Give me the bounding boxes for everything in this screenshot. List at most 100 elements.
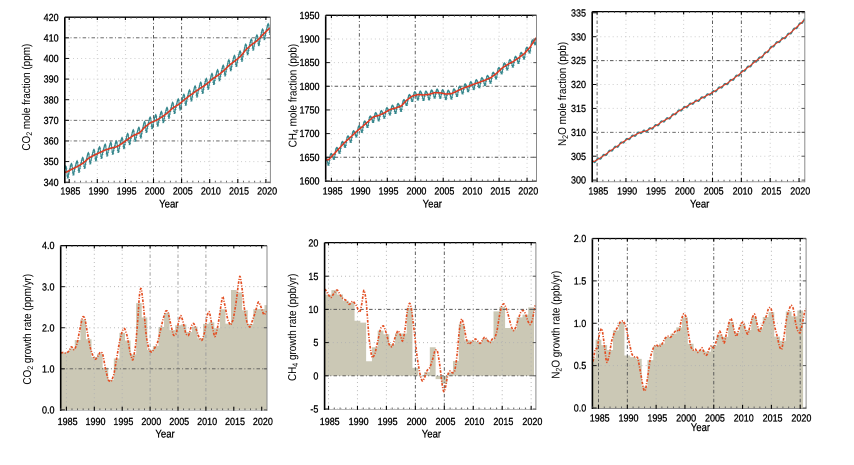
svg-text:360: 360 <box>44 137 59 148</box>
svg-text:310: 310 <box>571 128 586 139</box>
svg-text:2015: 2015 <box>490 187 510 198</box>
svg-text:0: 0 <box>313 371 318 382</box>
svg-text:3.0: 3.0 <box>42 282 55 293</box>
svg-text:4.0: 4.0 <box>42 241 55 252</box>
svg-text:1800: 1800 <box>300 82 320 93</box>
svg-text:15: 15 <box>308 272 318 283</box>
svg-text:2000: 2000 <box>675 187 695 198</box>
svg-text:1985: 1985 <box>590 414 610 425</box>
svg-text:CH4 growth rate (ppb/yr): CH4 growth rate (ppb/yr) <box>287 273 300 381</box>
svg-text:1985: 1985 <box>58 417 78 428</box>
svg-text:1995: 1995 <box>647 414 667 425</box>
svg-text:2000: 2000 <box>407 417 427 428</box>
svg-text:315: 315 <box>571 104 586 115</box>
svg-text:400: 400 <box>44 54 59 65</box>
svg-text:1995: 1995 <box>113 417 133 428</box>
svg-text:2005: 2005 <box>169 417 189 428</box>
svg-text:2005: 2005 <box>704 187 724 198</box>
svg-text:1985: 1985 <box>320 417 340 428</box>
svg-text:2020: 2020 <box>257 187 277 198</box>
svg-text:1750: 1750 <box>300 106 320 117</box>
svg-text:2000: 2000 <box>141 417 161 428</box>
svg-text:2015: 2015 <box>761 187 781 198</box>
svg-text:1990: 1990 <box>351 187 371 198</box>
svg-text:1990: 1990 <box>619 414 639 425</box>
svg-text:2010: 2010 <box>734 414 754 425</box>
svg-text:Year: Year <box>423 198 443 210</box>
svg-text:2.0: 2.0 <box>42 323 55 334</box>
svg-text:2005: 2005 <box>434 187 454 198</box>
svg-text:300: 300 <box>571 176 586 187</box>
svg-text:1950: 1950 <box>300 11 320 22</box>
svg-text:1995: 1995 <box>378 417 398 428</box>
svg-text:1650: 1650 <box>300 153 320 164</box>
svg-text:2015: 2015 <box>229 187 249 198</box>
svg-text:2010: 2010 <box>464 417 484 428</box>
svg-text:0.0: 0.0 <box>574 404 587 415</box>
svg-text:2010: 2010 <box>201 187 221 198</box>
svg-text:390: 390 <box>44 75 59 86</box>
svg-text:2015: 2015 <box>225 417 245 428</box>
svg-text:5: 5 <box>313 338 318 349</box>
svg-text:350: 350 <box>44 157 59 168</box>
svg-text:1600: 1600 <box>300 177 320 188</box>
svg-text:Year: Year <box>159 198 179 210</box>
svg-text:380: 380 <box>44 95 59 106</box>
svg-text:10: 10 <box>308 305 318 316</box>
svg-text:320: 320 <box>571 80 586 91</box>
svg-text:305: 305 <box>571 152 586 163</box>
svg-text:1990: 1990 <box>349 417 369 428</box>
svg-text:2020: 2020 <box>522 417 542 428</box>
svg-text:-5: -5 <box>310 405 318 416</box>
svg-text:325: 325 <box>571 56 586 67</box>
svg-text:2020: 2020 <box>518 187 538 198</box>
svg-text:1985: 1985 <box>588 187 608 198</box>
svg-text:1990: 1990 <box>617 187 637 198</box>
svg-text:1990: 1990 <box>86 417 106 428</box>
svg-text:2005: 2005 <box>705 414 725 425</box>
svg-text:1995: 1995 <box>646 187 666 198</box>
svg-text:2005: 2005 <box>436 417 456 428</box>
svg-text:2020: 2020 <box>790 187 810 198</box>
svg-text:2015: 2015 <box>493 417 513 428</box>
svg-text:CH4 mole fraction (ppb): CH4 mole fraction (ppb) <box>288 44 301 148</box>
svg-text:2010: 2010 <box>733 187 753 198</box>
svg-text:1850: 1850 <box>300 58 320 69</box>
svg-text:N2O growth rate (ppb/yr): N2O growth rate (ppb/yr) <box>551 271 564 379</box>
svg-text:1.0: 1.0 <box>42 364 55 375</box>
svg-text:Year: Year <box>690 198 710 210</box>
svg-text:0.0: 0.0 <box>42 406 55 417</box>
svg-text:0.5: 0.5 <box>574 361 587 372</box>
svg-text:Year: Year <box>155 428 175 440</box>
svg-text:2000: 2000 <box>676 414 696 425</box>
svg-text:CO2 mole fraction (ppm): CO2 mole fraction (ppm) <box>21 44 34 151</box>
svg-text:2020: 2020 <box>253 417 273 428</box>
svg-text:2000: 2000 <box>406 187 426 198</box>
svg-text:Year: Year <box>691 422 711 434</box>
svg-text:420: 420 <box>44 13 59 24</box>
svg-text:1990: 1990 <box>89 187 109 198</box>
svg-text:2005: 2005 <box>173 187 193 198</box>
svg-text:370: 370 <box>44 116 59 127</box>
svg-text:N2O mole fraction (ppb): N2O mole fraction (ppb) <box>557 42 570 146</box>
svg-text:330: 330 <box>571 32 586 43</box>
svg-text:1995: 1995 <box>117 187 137 198</box>
svg-text:1900: 1900 <box>300 35 320 46</box>
svg-text:2020: 2020 <box>791 414 811 425</box>
svg-text:2000: 2000 <box>145 187 165 198</box>
svg-text:2.0: 2.0 <box>574 234 587 245</box>
svg-text:340: 340 <box>44 178 59 189</box>
svg-text:20: 20 <box>308 239 318 250</box>
svg-text:1.0: 1.0 <box>574 319 587 330</box>
svg-text:1995: 1995 <box>379 187 399 198</box>
svg-text:2010: 2010 <box>462 187 482 198</box>
svg-text:410: 410 <box>44 33 59 44</box>
svg-text:1985: 1985 <box>60 187 80 198</box>
svg-text:1.5: 1.5 <box>574 276 587 287</box>
svg-text:CO2 growth rate (ppm/yr): CO2 growth rate (ppm/yr) <box>22 274 35 385</box>
svg-text:2015: 2015 <box>763 414 783 425</box>
svg-text:1985: 1985 <box>323 187 343 198</box>
svg-text:Year: Year <box>422 428 442 440</box>
svg-text:2010: 2010 <box>197 417 217 428</box>
svg-text:1700: 1700 <box>300 129 320 140</box>
